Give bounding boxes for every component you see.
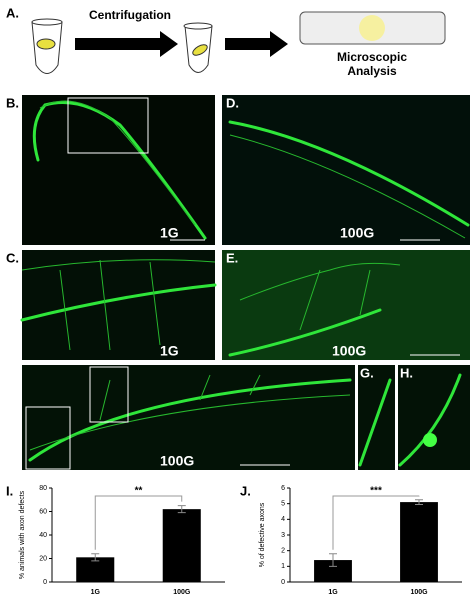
error-bar [91,553,100,562]
panel-label: B. [6,95,19,110]
bar [76,557,115,582]
significance-bracket [94,495,183,550]
panel-label: A. [6,5,19,20]
error-bar [329,553,337,567]
micrograph [222,250,470,360]
bar [400,502,438,582]
error-bar [177,505,186,514]
y-tick-label: 0 [43,579,47,586]
y-tick-label: 6 [281,485,285,492]
image-label: 100G [332,343,366,359]
significance: *** [370,486,382,497]
diagram-result: Analysis [347,64,397,78]
significance-bracket [332,495,420,550]
x-tick-label: 1G [91,589,101,596]
y-tick-label: 3 [281,532,285,539]
micrograph [20,250,217,360]
micrograph [22,365,470,470]
y-tick-label: 2 [281,548,285,555]
image-label: 100G [340,225,374,241]
panel-label: J. [240,483,251,498]
y-axis-label: % of defective axons [259,502,266,567]
image-label: 1G [160,343,179,359]
y-tick-label: 20 [39,555,47,562]
tube-icon [31,18,213,74]
sample [359,15,385,41]
x-tick-label: 100G [173,589,191,596]
x-tick-label: 100G [410,589,428,596]
y-tick-label: 0 [281,579,285,586]
panel-label: F. [6,365,16,380]
panel-label: D. [226,95,239,110]
panel-label: E. [226,250,238,265]
bar [162,509,201,582]
micrograph [22,95,215,245]
x-tick-label: 1G [328,589,338,596]
micrograph [222,95,470,245]
panel-label: I. [6,483,13,498]
y-tick-label: 1 [281,563,285,570]
bar [314,560,352,582]
image-label: 1G [160,225,179,241]
significance: ** [135,486,143,497]
y-tick-label: 40 [39,532,47,539]
panel-label: C. [6,250,19,265]
diagram-result: Microscopic [337,50,407,64]
error-bar [415,499,423,505]
y-axis-label: % animals with axon defects [19,490,26,579]
y-tick-label: 4 [281,516,285,523]
diagram-step: Centrifugation [89,8,171,22]
y-tick-label: 60 [39,508,47,515]
y-tick-label: 5 [281,501,285,508]
image-label: 100G [160,453,194,469]
panel-label: H. [400,365,413,380]
panel-label: G. [360,365,374,380]
y-tick-label: 80 [39,485,47,492]
arrow [75,31,288,57]
